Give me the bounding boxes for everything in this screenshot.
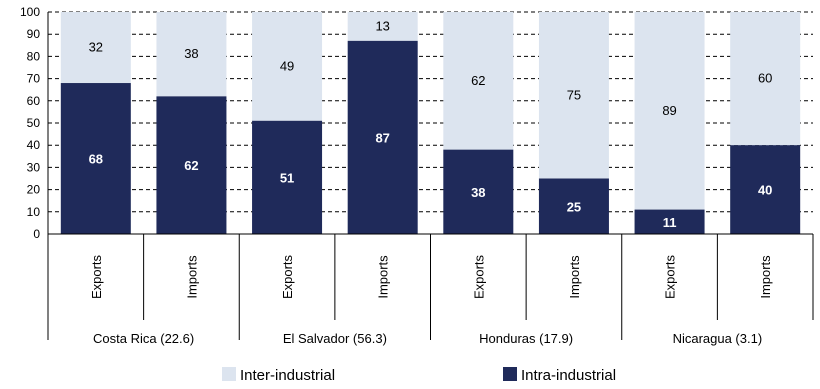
data-label-intra-industrial: 68 — [89, 152, 103, 167]
data-label-inter-industrial: 60 — [758, 71, 772, 86]
y-tick-label: 80 — [27, 49, 41, 63]
y-tick-label: 90 — [27, 27, 41, 41]
bar-segment-inter-industrial — [730, 12, 801, 146]
y-tick-label: 20 — [27, 183, 41, 197]
data-label-intra-industrial: 62 — [184, 158, 198, 173]
bar-segment-intra-industrial — [60, 83, 131, 234]
x-category-label: Imports — [567, 255, 582, 299]
x-category-label: Imports — [376, 255, 391, 299]
bar-segment-intra-industrial — [252, 120, 323, 234]
data-label-intra-industrial: 40 — [758, 183, 772, 198]
x-category-label: Exports — [280, 254, 295, 299]
legend-label: Inter-industrial — [240, 367, 335, 384]
data-label-inter-industrial: 32 — [89, 40, 103, 55]
y-tick-label: 70 — [27, 72, 41, 86]
data-label-inter-industrial: 89 — [662, 103, 676, 118]
data-label-inter-industrial: 75 — [567, 87, 581, 102]
y-tick-label: 0 — [33, 227, 40, 241]
y-tick-label: 100 — [20, 5, 40, 19]
x-group-label: El Salvador (56.3) — [283, 331, 387, 346]
data-label-intra-industrial: 38 — [471, 185, 485, 200]
bar-segment-intra-industrial — [443, 149, 514, 234]
data-label-inter-industrial: 38 — [184, 46, 198, 61]
legend-swatch — [222, 367, 236, 381]
data-label-intra-industrial: 51 — [280, 170, 294, 185]
x-group-label: Costa Rica (22.6) — [93, 331, 194, 346]
y-tick-label: 40 — [27, 138, 41, 152]
y-tick-label: 60 — [27, 94, 41, 108]
data-label-inter-industrial: 49 — [280, 58, 294, 73]
data-label-inter-industrial: 62 — [471, 73, 485, 88]
x-category-label: Exports — [89, 254, 104, 299]
y-tick-label: 30 — [27, 160, 41, 174]
bar-segment-inter-industrial — [538, 12, 609, 179]
bar-segment-intra-industrial — [156, 96, 227, 234]
x-group-label: Nicaragua (3.1) — [673, 331, 763, 346]
x-category-label: Imports — [758, 255, 773, 299]
x-category-label: Exports — [663, 254, 678, 299]
legend-label: Intra-industrial — [521, 367, 616, 384]
data-label-inter-industrial: 13 — [375, 18, 389, 33]
bar-segment-intra-industrial — [730, 145, 801, 234]
bar-segment-inter-industrial — [60, 12, 131, 84]
x-category-label: Imports — [184, 255, 199, 299]
bar-segment-intra-industrial — [634, 209, 705, 234]
bar-segment-inter-industrial — [443, 12, 514, 150]
bar-segment-intra-industrial — [347, 40, 418, 234]
bar-segment-inter-industrial — [156, 12, 227, 97]
y-tick-label: 10 — [27, 205, 41, 219]
bar-segment-inter-industrial — [252, 12, 323, 121]
data-label-intra-industrial: 25 — [567, 199, 581, 214]
bar-segment-inter-industrial — [634, 12, 705, 210]
bar-segment-intra-industrial — [538, 178, 609, 234]
x-category-label: Exports — [471, 254, 486, 299]
x-group-label: Honduras (17.9) — [479, 331, 573, 346]
legend-swatch — [503, 367, 517, 381]
data-label-intra-industrial: 11 — [663, 215, 677, 230]
y-tick-label: 50 — [27, 116, 41, 130]
bar-segment-inter-industrial — [347, 12, 418, 41]
data-label-intra-industrial: 87 — [375, 130, 389, 145]
